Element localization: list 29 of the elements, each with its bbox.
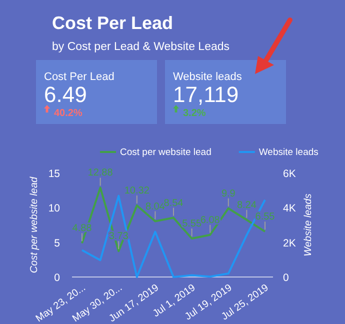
y2-tick-label: 4K <box>283 202 296 215</box>
data-label: 8.04 <box>145 201 166 212</box>
text: Cost Per Lead <box>52 13 174 33</box>
y2-tick-label: 6K <box>283 168 296 180</box>
data-label: 5.55 <box>182 218 202 230</box>
text: 17,119 <box>173 82 239 107</box>
y-tick-label: 15 <box>48 168 60 180</box>
text: 40.2% <box>54 108 82 119</box>
data-label: 10.32 <box>124 185 150 196</box>
data-label: 8.54 <box>164 198 184 209</box>
text: Website leads <box>173 71 242 83</box>
y2-tick-label: 0 <box>283 272 289 284</box>
data-label: 6.08 <box>200 214 220 226</box>
y2-tick-label: 2K <box>283 237 296 250</box>
y-tick-label: 0 <box>54 272 60 284</box>
text: by Cost per Lead & Website Leads <box>52 41 230 53</box>
text: Cost Per Lead <box>44 71 114 83</box>
y2-axis-title: Website leads <box>303 194 314 256</box>
text: 6.49 <box>44 82 87 107</box>
y-axis-title: Cost per website lead <box>29 176 40 274</box>
text: 3.2% <box>183 108 206 119</box>
y-tick-label: 5 <box>54 237 60 250</box>
data-label: 9.9 <box>221 188 236 200</box>
legend-label: Cost per website lead <box>120 147 212 158</box>
data-label: 12.88 <box>88 168 114 179</box>
data-label: 8.24 <box>236 200 257 211</box>
legend-label: Website leads <box>258 147 319 158</box>
data-label: 6.55 <box>255 212 276 223</box>
y-tick-label: 10 <box>48 202 60 215</box>
